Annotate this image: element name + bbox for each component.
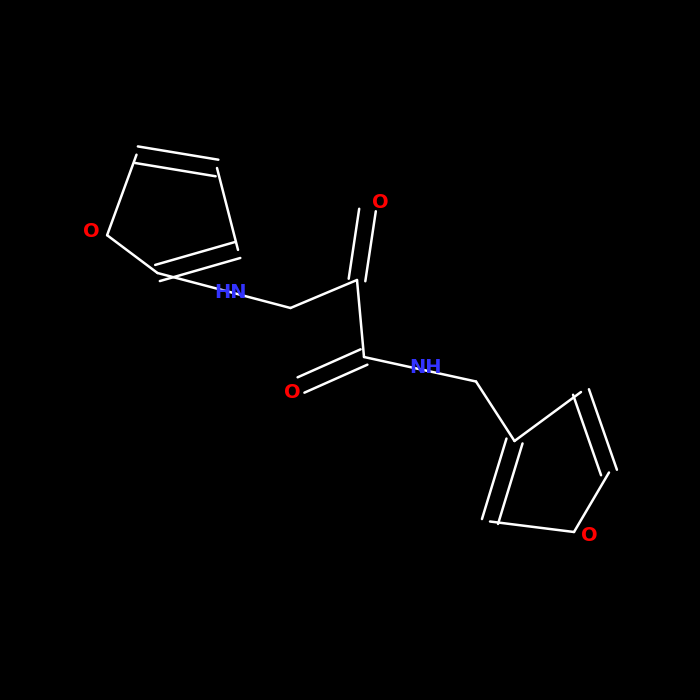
Text: O: O: [581, 526, 598, 545]
Text: O: O: [284, 382, 301, 402]
Text: HN: HN: [215, 283, 247, 302]
Text: O: O: [372, 193, 389, 213]
Text: O: O: [83, 222, 100, 242]
Text: NH: NH: [410, 358, 442, 377]
